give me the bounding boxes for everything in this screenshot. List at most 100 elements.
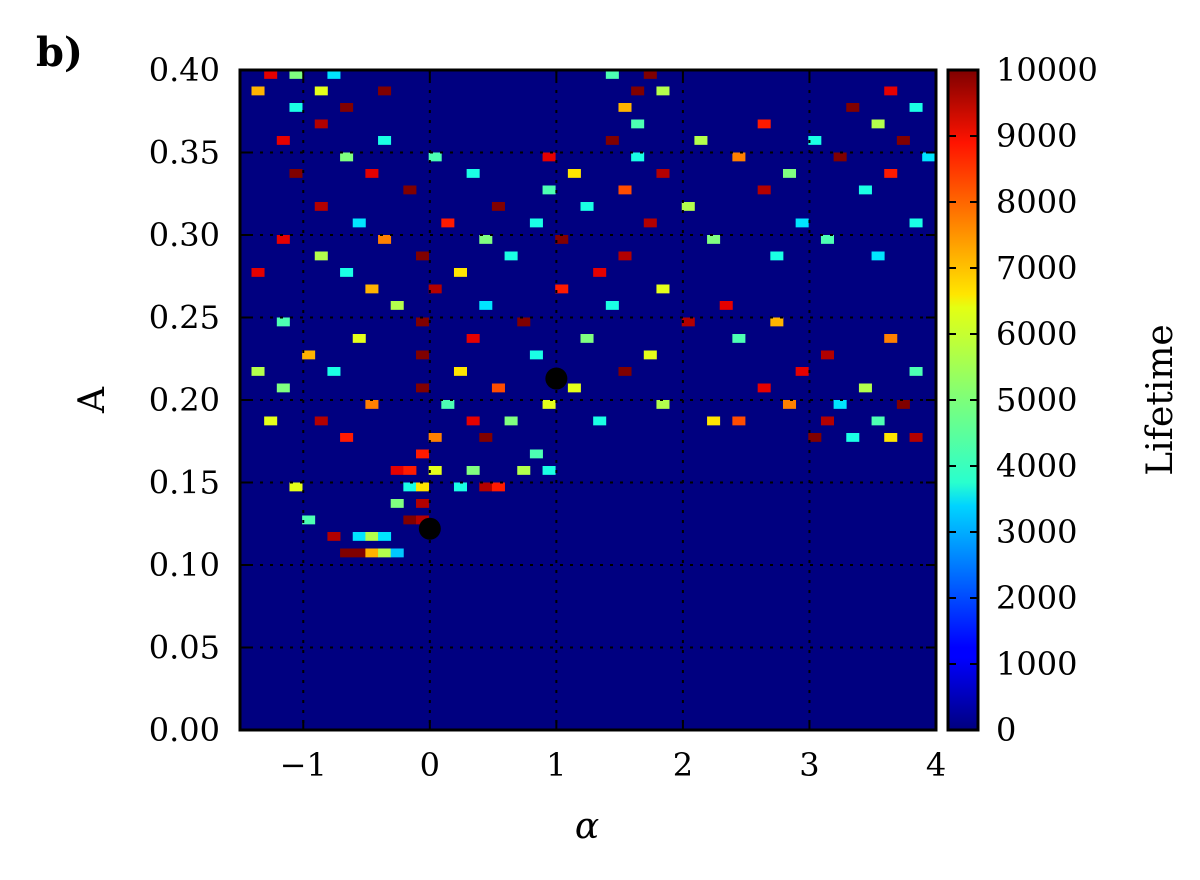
colorbar-tick-label: 5000 (996, 381, 1077, 419)
heatmap-cell (340, 433, 354, 442)
x-axis-label: α (575, 806, 599, 847)
heatmap-cell (757, 383, 771, 393)
heatmap-cell (479, 301, 493, 310)
heatmap-cell (732, 334, 746, 343)
heatmap-cell (289, 103, 303, 112)
heatmap-cell (909, 367, 923, 376)
heatmap-cell (884, 169, 898, 178)
heatmap-cell (403, 466, 417, 475)
heatmap-cell (378, 548, 392, 558)
y-axis-ticks: 0.00 0.05 0.10 0.15 0.20 0.25 0.30 0.35 0.40 (149, 51, 936, 749)
y-tick-label: 0.15 (149, 464, 220, 502)
heatmap-cell (441, 400, 455, 409)
heatmap-cell (327, 70, 341, 79)
colorbar-label: Lifetime (1140, 324, 1181, 475)
heatmap-cell (618, 251, 632, 261)
colorbar-tick-label: 3000 (996, 513, 1077, 551)
heatmap-cell (896, 136, 910, 145)
colorbar-tick-label: 9000 (996, 117, 1077, 155)
heatmap-cell (327, 367, 341, 376)
heatmap-cell (529, 449, 543, 459)
heatmap-cell (491, 482, 505, 492)
heatmap-cell (846, 433, 860, 442)
heatmap-cell (567, 383, 581, 393)
markers (418, 367, 568, 540)
heatmap-cell (352, 532, 366, 541)
heatmap-cell (896, 400, 910, 409)
heatmap-cell (618, 367, 632, 376)
heatmap-cell (909, 433, 923, 442)
y-tick-label: 0.00 (149, 711, 220, 749)
heatmap-cell (808, 433, 822, 442)
heatmap-cell (795, 218, 809, 228)
heatmap-cell (871, 251, 885, 261)
heatmap-cell (618, 185, 632, 195)
x-tick-label: 2 (673, 746, 693, 784)
heatmap-cell (643, 70, 657, 79)
y-axis-label: A (72, 386, 113, 414)
heatmap-cell (504, 251, 518, 261)
heatmap-cell (707, 416, 721, 426)
heatmap-cell (378, 136, 392, 145)
x-tick-label: 1 (546, 746, 566, 784)
heatmap-cell (441, 218, 455, 228)
heatmap-cell (340, 268, 354, 277)
heatmap-cell (846, 103, 860, 112)
heatmap-cell (643, 350, 657, 360)
x-axis-ticks: −1 0 1 2 3 4 (280, 70, 946, 784)
heatmap-cell (833, 400, 847, 409)
y-tick-label: 0.30 (149, 216, 220, 254)
heatmap-cell (567, 169, 581, 178)
heatmap-cell (416, 317, 430, 327)
heatmap-cell (656, 400, 670, 409)
heatmap-cell (314, 86, 328, 96)
heatmap-cell (390, 301, 404, 310)
colorbar-tick-label: 10000 (996, 51, 1098, 89)
x-tick-label: 0 (420, 746, 440, 784)
heatmap-cell (909, 103, 923, 112)
x-tick-label: −1 (280, 746, 327, 784)
heatmap-cell (340, 103, 354, 112)
heatmap-cell (732, 152, 746, 162)
heatmap-cell (719, 301, 733, 310)
y-tick-label: 0.35 (149, 134, 220, 172)
heatmap-cell (453, 268, 467, 277)
heatmap-cell (365, 548, 379, 558)
heatmap-cell (428, 433, 442, 442)
heatmap-cell (542, 152, 556, 162)
heatmap-cell (251, 86, 265, 96)
heatmap-cell (365, 400, 379, 409)
heatmap-cell (580, 202, 594, 211)
heatmap-cell (884, 433, 898, 442)
colorbar-tick-label: 0 (996, 711, 1016, 749)
heatmap-cell (276, 235, 290, 244)
heatmap-cell (656, 86, 670, 96)
heatmap-cell (251, 367, 265, 376)
heatmap-cell (491, 383, 505, 393)
heatmap-cell (453, 482, 467, 492)
heatmap-cell (770, 251, 784, 261)
heatmap-cell (542, 185, 556, 195)
x-tick-label: 4 (926, 746, 946, 784)
heatmap-cell (555, 235, 569, 244)
heatmap-cell (352, 218, 366, 228)
heatmap-cell (314, 416, 328, 426)
heatmap-cell (314, 251, 328, 261)
heatmap-cell (302, 515, 316, 525)
heatmap-cell (352, 548, 366, 558)
heatmap-cell (264, 416, 278, 426)
heatmap-cell (378, 86, 392, 96)
heatmap-cell (605, 70, 619, 79)
heatmap-cell (264, 70, 278, 79)
heatmap-cell (365, 169, 379, 178)
heatmap-cell (289, 169, 303, 178)
heatmap-cell (251, 268, 265, 277)
heatmap-cell (276, 317, 290, 327)
heatmap-cell (770, 317, 784, 327)
heatmap-cell (656, 284, 670, 294)
heatmap-cell (479, 235, 493, 244)
heatmap-cell (884, 334, 898, 343)
heatmap-cell (479, 482, 493, 492)
heatmap-cell (593, 416, 607, 426)
heatmap-cell (302, 350, 316, 360)
